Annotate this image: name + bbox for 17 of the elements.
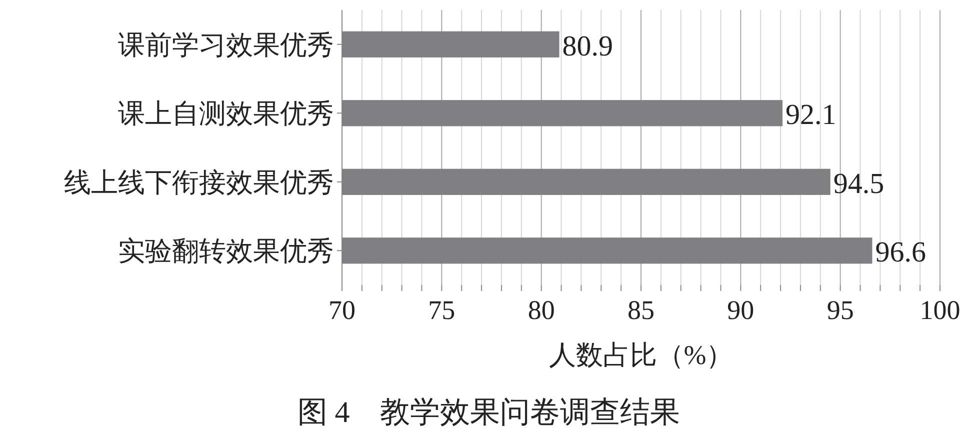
y-tick-label: 线上线下衔接效果优秀 [64, 167, 334, 198]
text: 图 4 教学效果问卷调查结果 [297, 396, 680, 429]
x-tick-label: 95 [826, 295, 854, 325]
data-label: 80.9 [562, 30, 614, 62]
data-label: 94.5 [833, 168, 884, 200]
x-axis-title: 人数占比（%） [548, 340, 734, 370]
x-tick-label: 70 [328, 295, 356, 325]
data-label: 92.1 [786, 99, 836, 132]
x-tick-label: 85 [628, 295, 654, 325]
y-tick-label: 课前学习效果优秀 [118, 30, 334, 60]
x-tick-label: 80 [528, 295, 555, 325]
x-tick-label: 75 [428, 295, 456, 325]
y-tick-label: 课上自测效果优秀 [118, 98, 334, 129]
y-tick-label: 实验翻转效果优秀 [118, 236, 334, 266]
x-tick-label: 100 [920, 295, 960, 325]
data-label: 96.6 [875, 236, 926, 269]
x-tick-label: 90 [727, 295, 754, 325]
